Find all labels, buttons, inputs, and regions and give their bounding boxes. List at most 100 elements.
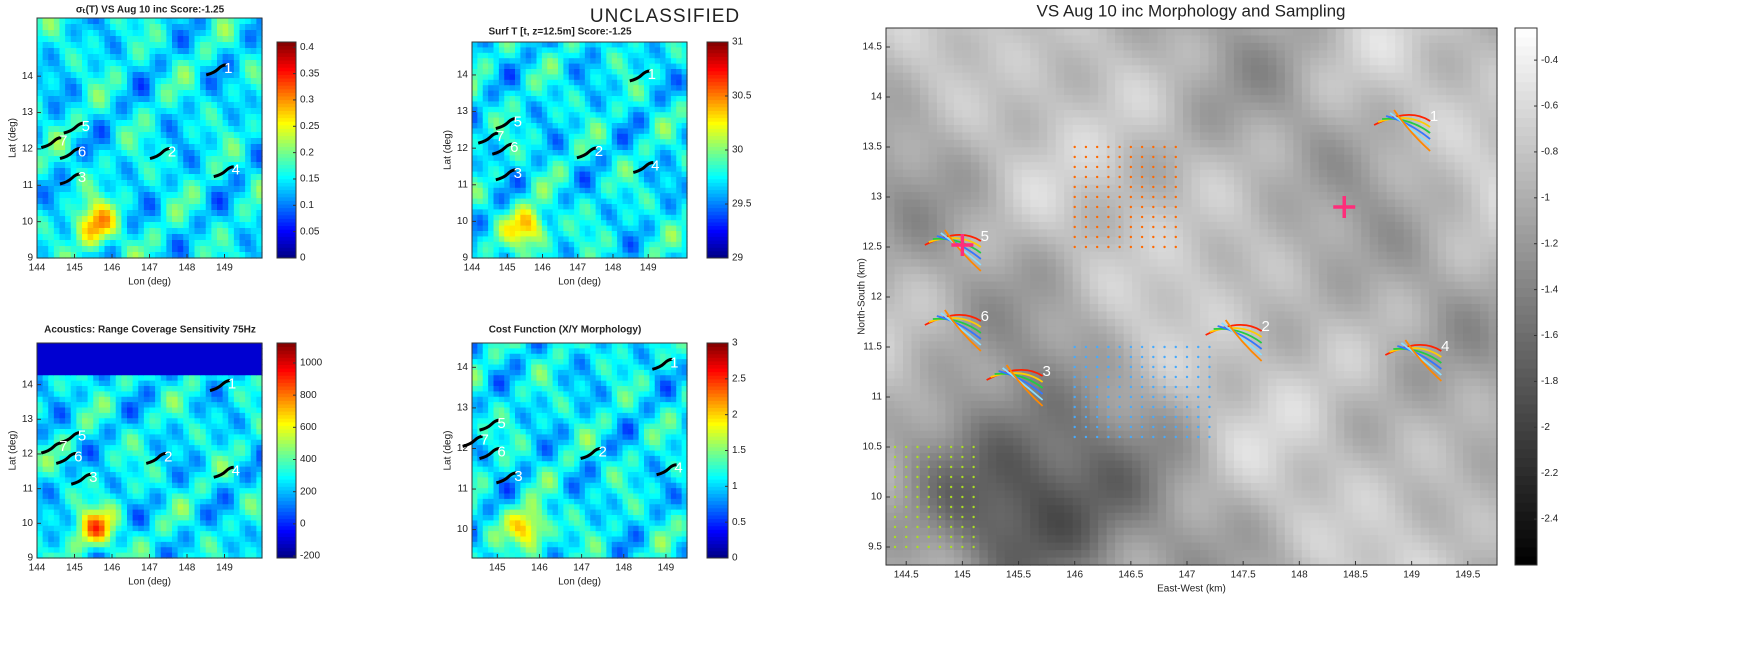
- field-cell: [178, 494, 184, 500]
- field-cell: [537, 209, 543, 215]
- field-cell: [121, 348, 127, 354]
- field-cell: [43, 42, 49, 49]
- field-cell: [649, 58, 655, 64]
- field-cell: [580, 215, 586, 221]
- field-cell: [105, 413, 111, 419]
- field-cell: [144, 370, 150, 376]
- field-cell: [116, 192, 122, 199]
- field-cell: [54, 467, 60, 473]
- field-cell: [228, 114, 234, 121]
- field-cell: [660, 161, 666, 167]
- field-cell: [93, 174, 99, 181]
- field-cell: [144, 359, 150, 365]
- field-cell: [155, 18, 161, 25]
- field-cell: [155, 370, 161, 376]
- field-cell: [178, 526, 184, 532]
- field-cell: [644, 247, 650, 253]
- field-cell: [504, 74, 510, 80]
- field-cell: [150, 180, 156, 187]
- field-cell: [43, 96, 49, 103]
- field-cell: [628, 47, 634, 53]
- field-cell: [676, 247, 682, 253]
- field-cell: [660, 226, 666, 232]
- field-cell: [234, 48, 240, 55]
- field-cell: [211, 488, 217, 494]
- field-cell: [200, 246, 206, 253]
- field-cell: [178, 216, 184, 223]
- field-cell: [585, 166, 591, 172]
- field-cell: [526, 96, 532, 102]
- field-cell: [37, 510, 43, 516]
- field-cell: [558, 47, 564, 53]
- field-cell: [483, 118, 489, 124]
- field-cell: [65, 477, 71, 483]
- field-cell: [82, 531, 88, 537]
- field-cell: [105, 54, 111, 61]
- field-cell: [472, 155, 478, 161]
- field-cell: [133, 494, 139, 500]
- field-cell: [183, 402, 189, 408]
- field-cell: [494, 118, 500, 124]
- field-cell: [676, 64, 682, 70]
- field-cell: [228, 198, 234, 205]
- field-cell: [144, 180, 150, 187]
- field-cell: [574, 193, 580, 199]
- field-cell: [590, 91, 596, 97]
- field-cell: [54, 348, 60, 354]
- field-cell: [223, 434, 229, 440]
- field-cell: [569, 204, 575, 210]
- field-cell: [200, 222, 206, 229]
- field-cell: [110, 72, 116, 79]
- field-cell: [666, 177, 672, 183]
- field-cell: [166, 520, 172, 526]
- field-cell: [48, 402, 54, 408]
- field-cell: [37, 343, 43, 349]
- field-cell: [99, 354, 105, 360]
- field-cell: [245, 48, 251, 55]
- field-cell: [515, 242, 521, 248]
- field-cell: [644, 139, 650, 145]
- field-cell: [150, 504, 156, 510]
- field-cell: [606, 172, 612, 178]
- field-cell: [655, 188, 661, 194]
- field-cell: [240, 108, 246, 115]
- field-cell: [133, 114, 139, 121]
- field-cell: [531, 69, 537, 75]
- field-cell: [553, 172, 559, 178]
- field-cell: [617, 42, 623, 48]
- field-cell: [612, 96, 618, 102]
- field-cell: [483, 53, 489, 59]
- field-cell: [144, 434, 150, 440]
- field-cell: [138, 408, 144, 414]
- field-cell: [127, 365, 133, 371]
- field-cell: [195, 472, 201, 478]
- field-cell: [617, 188, 623, 194]
- field-cell: [580, 96, 586, 102]
- field-cell: [37, 168, 43, 175]
- field-cell: [183, 198, 189, 205]
- field-cell: [223, 42, 229, 49]
- field-cell: [660, 107, 666, 113]
- field-cell: [88, 343, 94, 349]
- field-cell: [644, 220, 650, 226]
- field-cell: [499, 182, 505, 188]
- field-cell: [211, 402, 217, 408]
- field-cell: [251, 180, 257, 187]
- field-cell: [200, 461, 206, 467]
- field-cell: [195, 515, 201, 521]
- field-cell: [542, 145, 548, 151]
- field-cell: [195, 520, 201, 526]
- field-cell: [585, 209, 591, 215]
- field-cell: [178, 48, 184, 55]
- field-cell: [206, 138, 212, 145]
- field-cell: [477, 220, 483, 226]
- field-cell: [65, 467, 71, 473]
- field-cell: [121, 102, 127, 109]
- field-cell: [612, 112, 618, 118]
- field-cell: [76, 192, 82, 199]
- field-cell: [606, 80, 612, 86]
- field-cell: [105, 150, 111, 157]
- field-cell: [580, 85, 586, 91]
- field-cell: [590, 247, 596, 253]
- field-cell: [580, 145, 586, 151]
